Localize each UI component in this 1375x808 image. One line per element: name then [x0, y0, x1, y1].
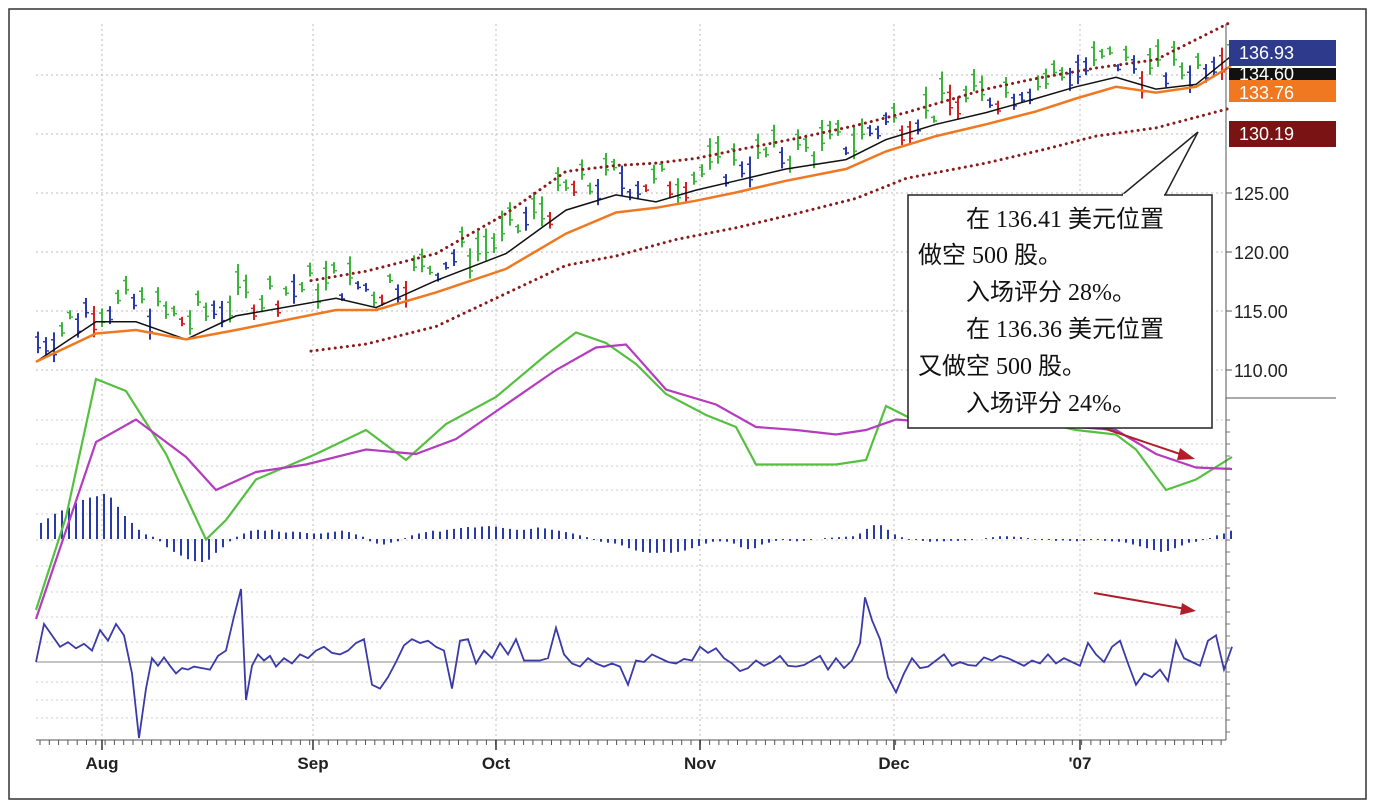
trend-arrows: [1093, 427, 1196, 615]
annotation-line-4: 在 136.36 美元位置: [918, 316, 1164, 343]
annotation-line-6: 入场评分 24%。: [918, 390, 1136, 417]
x-tick-label: Nov: [684, 754, 717, 773]
annotation-line-2: 做空 500 股。: [918, 242, 1062, 269]
momentum-arrowhead-icon: [1180, 603, 1196, 615]
annotation-callout: 在 136.41 美元位置 做空 500 股。 入场评分 28%。 在 136.…: [907, 131, 1213, 429]
momentum-line: [35, 588, 1233, 739]
price-panel: [35, 20, 1233, 363]
lower-envelope-line: [309, 106, 1233, 353]
x-tick-label: '07: [1069, 754, 1092, 773]
price-tag-box: [1229, 40, 1336, 66]
callout-box: [907, 194, 1213, 429]
axes: Aug Sep Oct Nov Dec '07 125.00 120.00 115.00 110.…: [36, 24, 1336, 773]
x-tick-label: Oct: [482, 754, 511, 773]
price-tag-box: [1229, 68, 1336, 80]
momentum-panel: [35, 588, 1233, 739]
price-tag-box: [1229, 80, 1336, 102]
y-tick-label: 115.00: [1234, 302, 1288, 322]
y-tick-label: 120.00: [1234, 243, 1289, 263]
annotation-line-3: 入场评分 28%。: [918, 279, 1136, 306]
upper-envelope-line: [309, 20, 1233, 283]
macd-down-arrow: [1102, 427, 1187, 457]
annotation-line-5: 又做空 500 股。: [918, 353, 1086, 380]
y-tick-label: 125.00: [1234, 184, 1289, 204]
price-tag-label: 136.93: [1239, 43, 1294, 63]
price-tag-label: 133.76: [1239, 83, 1294, 103]
fast-average-line: [35, 55, 1232, 363]
y-tick-label: 110.00: [1234, 361, 1288, 381]
slow-average-line: [35, 65, 1232, 363]
x-tick-label: Dec: [878, 754, 909, 773]
x-tick-label: Sep: [297, 754, 328, 773]
macd-arrowhead-icon: [1177, 448, 1195, 460]
price-tag-label: 134.60: [1239, 64, 1294, 84]
price-tag-box: [1229, 121, 1336, 147]
momentum-down-arrow: [1093, 592, 1187, 610]
x-tick-label: Aug: [85, 754, 118, 773]
price-tag-label: 130.19: [1239, 124, 1294, 144]
annotation-line-1: 在 136.41 美元位置: [918, 206, 1164, 233]
